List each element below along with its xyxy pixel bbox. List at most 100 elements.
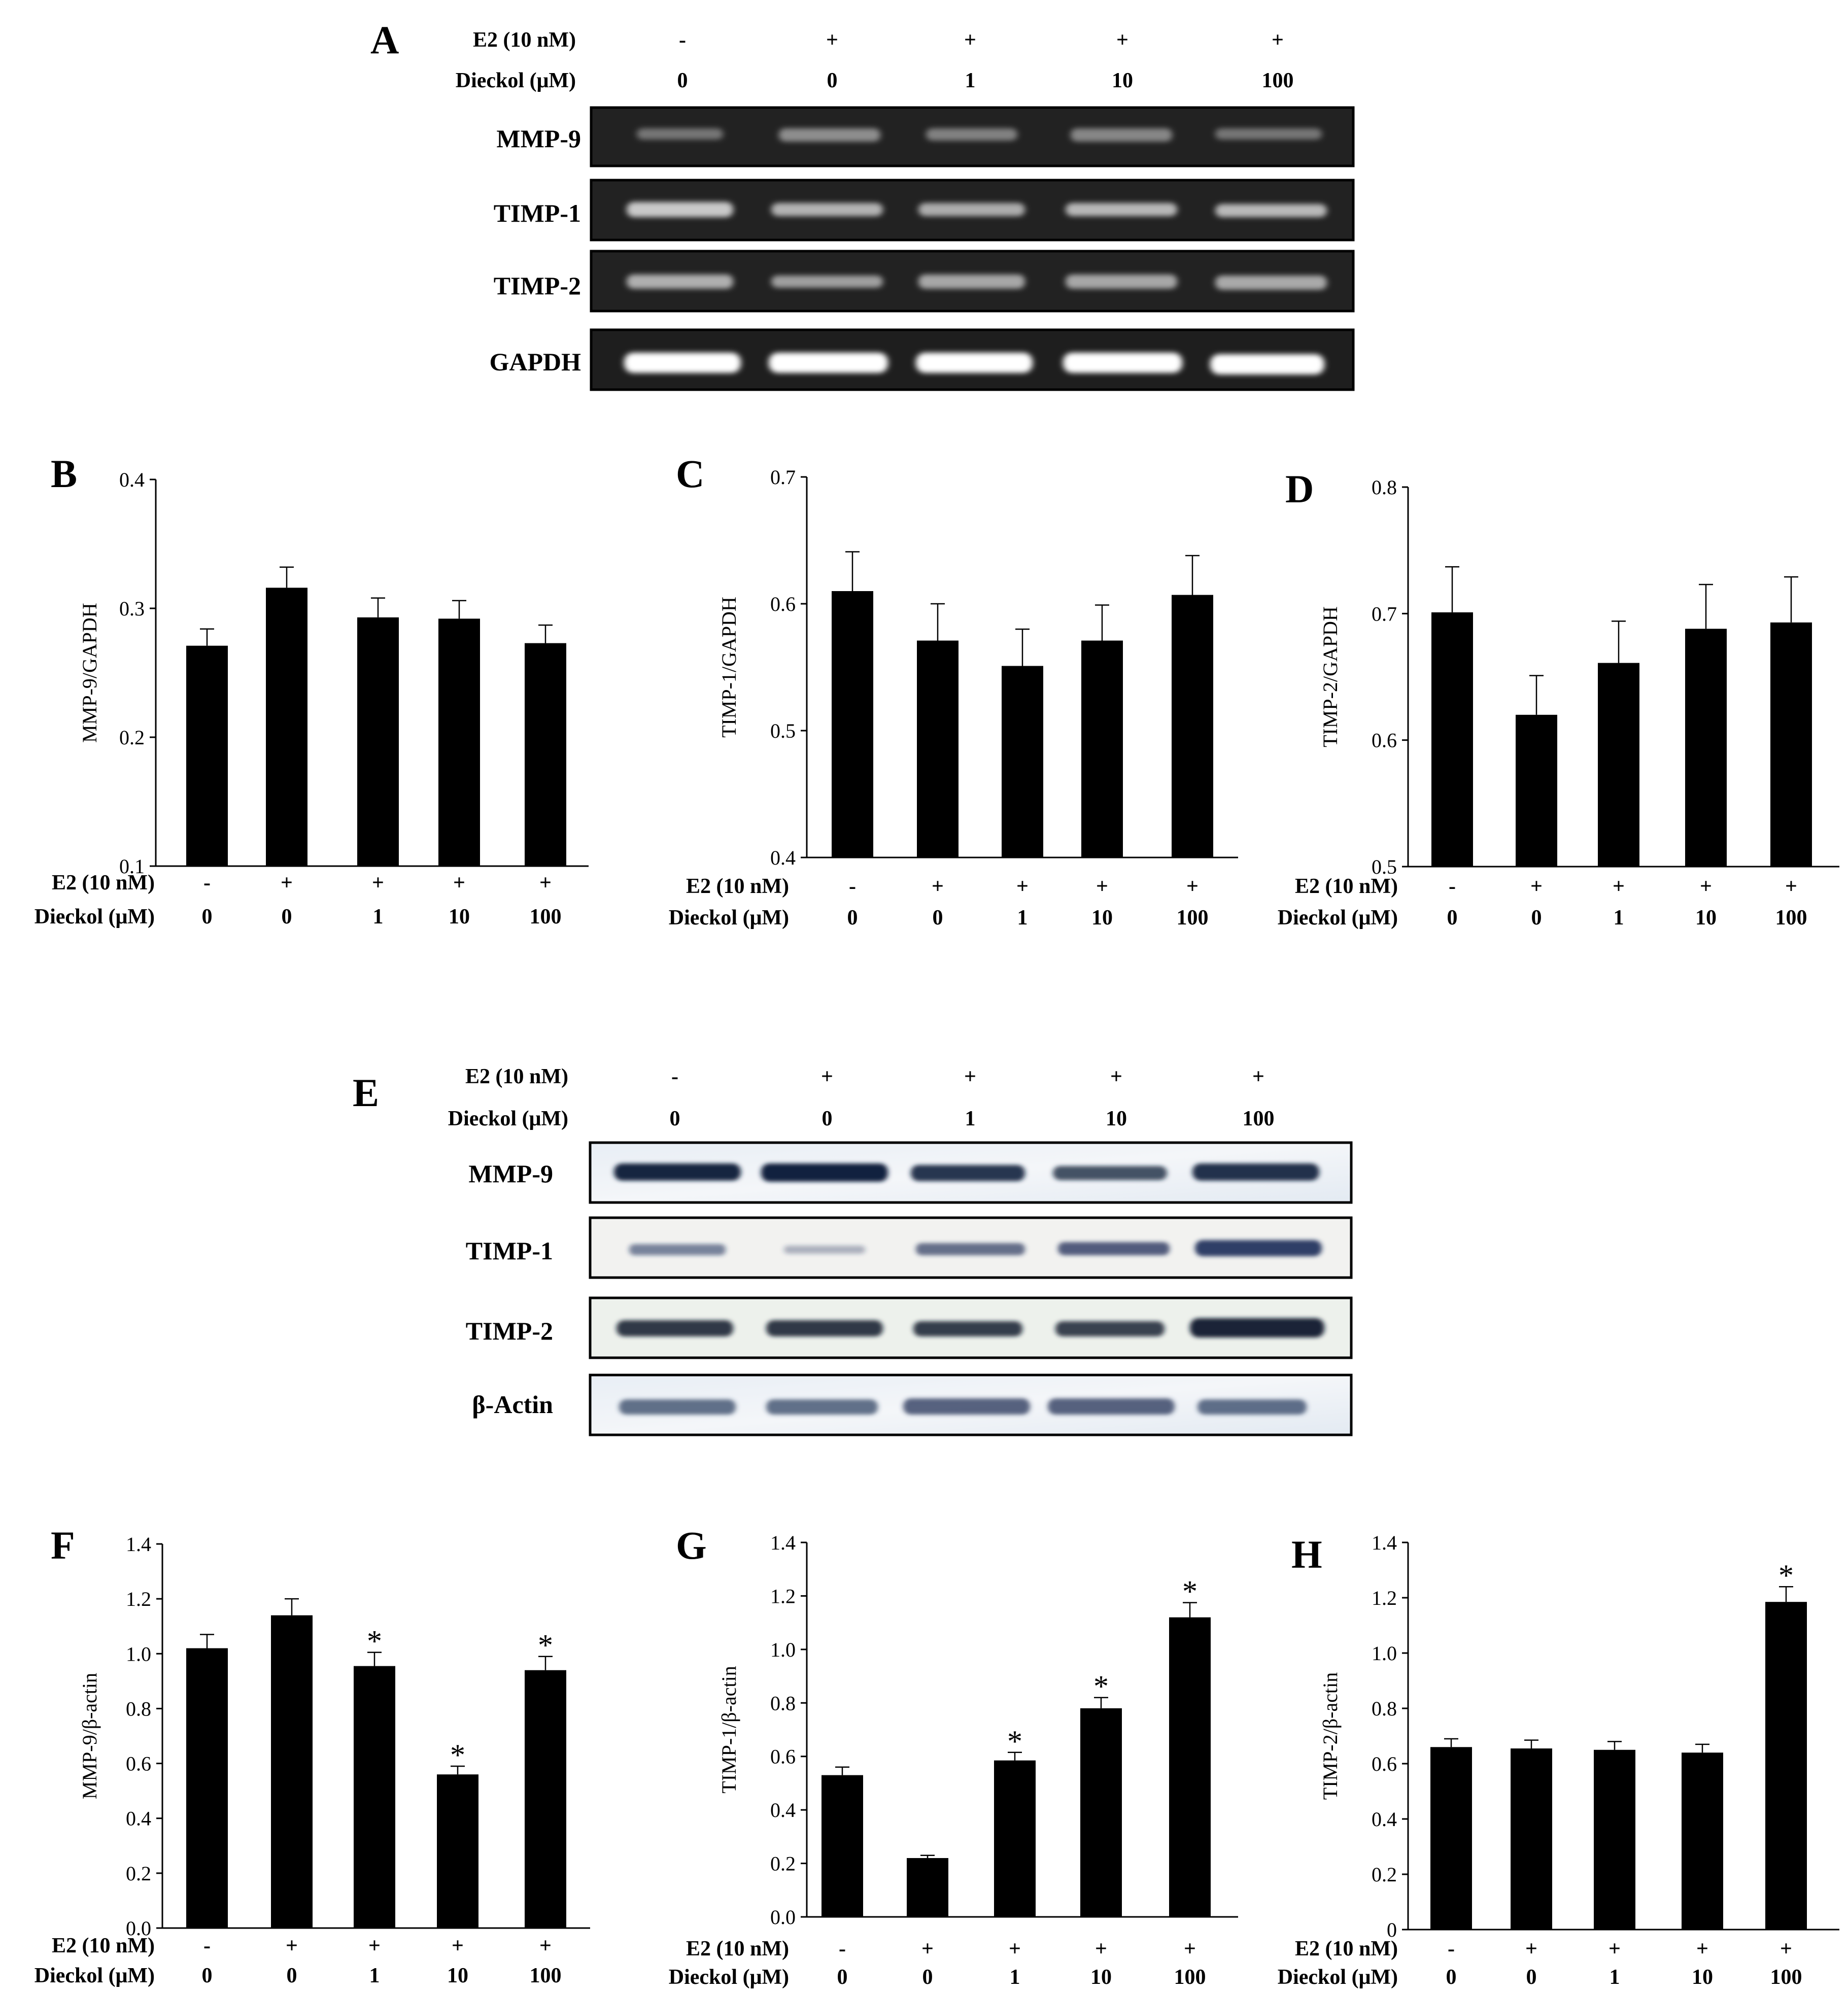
gel-band	[637, 128, 723, 140]
bar	[266, 588, 307, 866]
x-tick-label-dieckol: 10	[447, 1964, 468, 1987]
x-tick-label-e2: +	[1525, 1937, 1537, 1961]
bar	[354, 1666, 395, 1928]
x-tick-label-e2: +	[1785, 875, 1797, 898]
x-tick-label-e2: +	[539, 1934, 552, 1957]
bar	[1511, 1748, 1552, 1930]
gel-a-e2-values: - + + + +	[679, 28, 1284, 52]
y-tick-label: 0.4	[126, 1807, 151, 1830]
gel-e-bands	[629, 1240, 1322, 1256]
gel-e-dieckol-value: 10	[1106, 1107, 1127, 1130]
y-tick-label: 0.8	[1372, 476, 1397, 499]
gel-band	[1066, 274, 1177, 289]
gel-a-dieckol-value: 1	[965, 69, 976, 92]
gel-band	[1215, 204, 1327, 217]
gel-a-bands	[624, 353, 1324, 374]
gel-e-bands	[619, 1398, 1307, 1415]
x-tick-label-e2: -	[203, 1934, 211, 1957]
gel-e-e2-value: -	[671, 1065, 678, 1088]
panel-letter: F	[51, 1523, 75, 1567]
x-tick-label-dieckol: 1	[373, 905, 384, 929]
wb-band	[911, 1165, 1025, 1181]
bar	[437, 1774, 478, 1928]
bar	[822, 1775, 863, 1917]
gel-e-dieckol-value: 0	[670, 1107, 680, 1130]
gel-band	[926, 128, 1017, 141]
x-tick-label-dieckol: 100	[1770, 1966, 1802, 1989]
gel-band	[627, 274, 733, 289]
gel-a-dieckol-label: Dieckol (μM)	[456, 69, 576, 92]
y-axis-label: TIMP-2/β-actin	[1319, 1672, 1342, 1800]
y-tick-label: 0.7	[1372, 602, 1397, 625]
gel-a-bands	[627, 274, 1327, 290]
gel-band	[1215, 128, 1322, 140]
bar	[1516, 714, 1557, 867]
x-tick-label-dieckol: 0	[282, 905, 292, 929]
wb-band	[1190, 1318, 1324, 1337]
gel-e-e2-label: E2 (10 nM)	[465, 1065, 568, 1088]
gel-a-dieckol-value: 0	[827, 69, 838, 92]
x-tick-label-dieckol: 10	[1090, 1966, 1112, 1989]
y-tick-label: 0	[1387, 1918, 1397, 1941]
bar	[525, 643, 566, 866]
bar	[1594, 1749, 1635, 1930]
panel-letter: B	[51, 452, 77, 496]
panel-letter: D	[1285, 467, 1314, 511]
bar	[1682, 1753, 1723, 1930]
gel-e-bands	[617, 1318, 1324, 1337]
gel-band	[1066, 203, 1177, 216]
x-tick-label-dieckol: 100	[1177, 906, 1209, 930]
x-tick-label-e2: +	[1696, 1937, 1708, 1961]
x-tick-label-dieckol: 0	[837, 1966, 848, 1989]
y-tick-label: 0.2	[119, 726, 145, 749]
panel-letter-a: A	[370, 18, 399, 62]
wb-band	[903, 1398, 1030, 1415]
gel-e-dieckol-value: 1	[965, 1107, 976, 1130]
x-tick-label-e2: +	[286, 1934, 298, 1957]
x-tick-label-dieckol: 1	[1610, 1966, 1620, 1989]
wb-band	[1058, 1242, 1170, 1255]
gel-e-dieckol-values: 0 0 1 10 100	[670, 1107, 1275, 1130]
x-tick-label-e2: -	[849, 875, 856, 898]
x-tick-label-e2: +	[281, 871, 293, 895]
gel-a-dieckol-value: 10	[1112, 69, 1133, 92]
gel-band	[1215, 276, 1327, 290]
gel-e-row-timp2: TIMP-2	[466, 1296, 1353, 1359]
wb-band	[1048, 1398, 1175, 1415]
x-tick-label-dieckol: 0	[922, 1966, 933, 1989]
x-tick-label-e2: +	[368, 1934, 381, 1957]
x-tick-label-dieckol: 1	[1010, 1966, 1020, 1989]
gel-band	[624, 353, 741, 373]
x-tick-label-e2: +	[1184, 1937, 1196, 1961]
y-tick-label: 0.0	[126, 1917, 151, 1940]
gel-a-row-label: TIMP-2	[494, 271, 581, 300]
gel-e-dieckol-label: Dieckol (μM)	[448, 1107, 568, 1130]
gel-a-row-label: TIMP-1	[494, 199, 581, 227]
y-tick-label: 1.2	[126, 1588, 151, 1610]
gel-e-row-label: TIMP-1	[466, 1236, 553, 1265]
y-tick-label: 1.4	[126, 1533, 151, 1556]
panel-a: A E2 (10 nM) Dieckol (μM) - + + + + 0 0 …	[370, 18, 1355, 391]
x-tick-label-e2: -	[1448, 1937, 1455, 1961]
condition-label-dieckol: Dieckol (μM)	[1278, 906, 1398, 930]
gel-band	[918, 203, 1025, 216]
y-tick-label: 1.2	[1372, 1587, 1397, 1609]
bar	[357, 617, 399, 866]
bar-chart-f: F 0.0 0.2 0.4 0.6 0.8 1.0 1.2 1.4 MMP-9/β-actin * *…	[35, 1523, 590, 1987]
significance-mark: *	[1007, 1725, 1022, 1758]
x-tick-label-e2: +	[372, 871, 384, 895]
y-tick-label: 0.8	[126, 1697, 151, 1720]
gel-band	[627, 202, 733, 217]
condition-label-e2: E2 (10 nM)	[52, 871, 155, 895]
condition-label-dieckol: Dieckol (μM)	[669, 1966, 789, 1989]
bar-chart-c: C 0.4 0.5 0.6 0.7 TIMP-1/GAPDH E2 (10 nM) Dieck…	[669, 452, 1238, 930]
gel-band	[771, 203, 883, 216]
gel-a-row-timp2: TIMP-2	[494, 250, 1355, 313]
y-tick-label: 1.0	[126, 1642, 151, 1665]
y-tick-label: 1.2	[770, 1585, 796, 1607]
significance-mark: *	[1093, 1670, 1109, 1703]
wb-band	[629, 1244, 726, 1255]
x-tick-label-dieckol: 0	[1447, 906, 1458, 930]
x-tick-label-e2: +	[1016, 875, 1029, 898]
